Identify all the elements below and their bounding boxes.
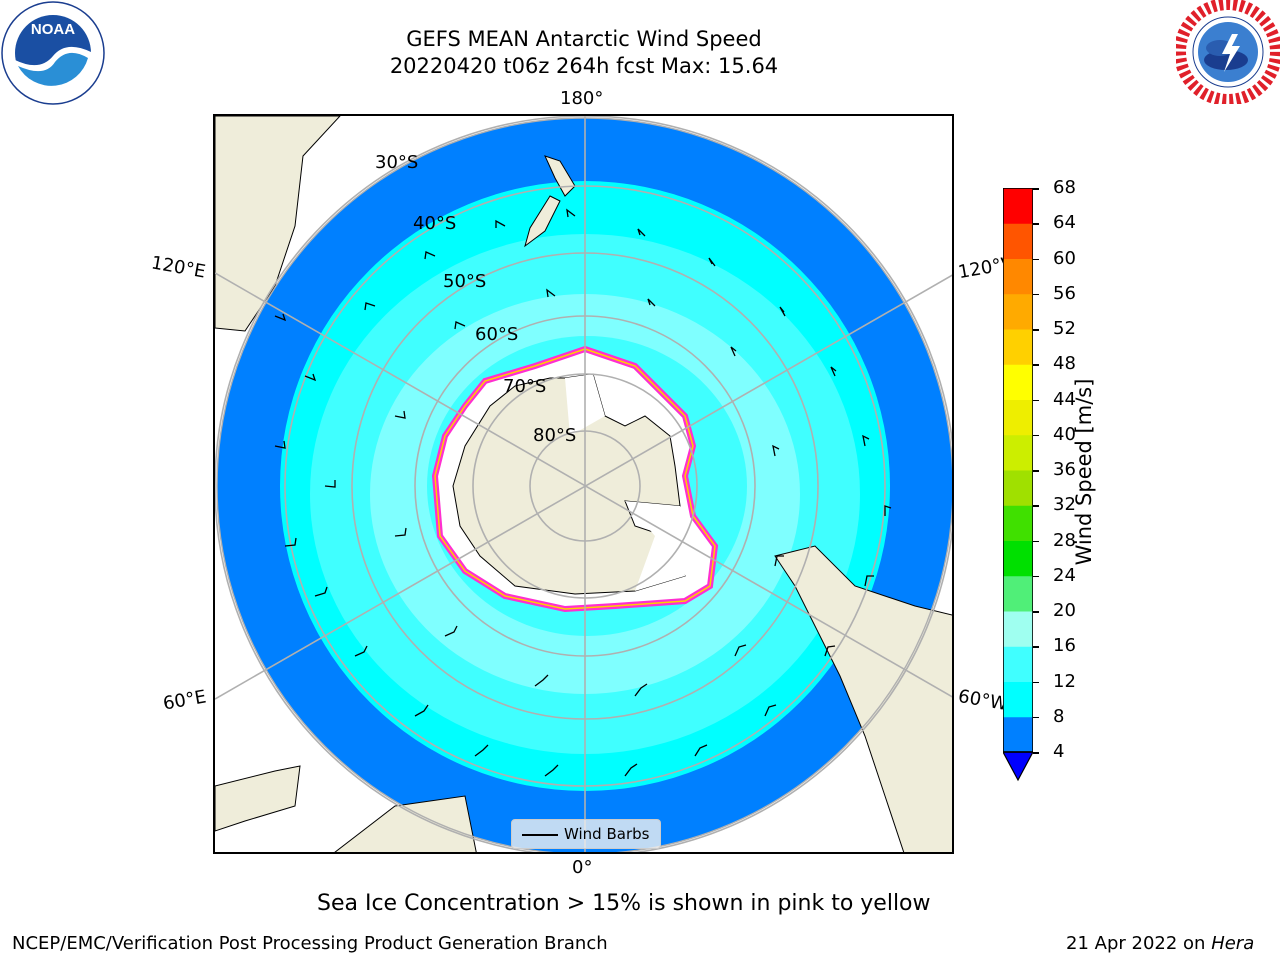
colorbar-segment: [1003, 188, 1033, 224]
colorbar-tick-label: 56: [1053, 282, 1076, 304]
colorbar-segment: [1003, 611, 1033, 647]
colorbar-label: Wind Speed [m/s]: [1072, 378, 1096, 566]
madagascar-landmass: [215, 765, 301, 832]
lat-label-30s: 30°S: [375, 152, 419, 173]
colorbar-tick-label: 64: [1053, 212, 1076, 234]
lat-label-70s: 70°S: [503, 376, 547, 397]
colorbar-tick-mark: [1033, 258, 1039, 260]
svg-text:NOAA: NOAA: [31, 21, 75, 38]
colorbar-tick-label: 36: [1053, 459, 1076, 480]
colorbar-tick-mark: [1033, 329, 1039, 331]
colorbar-tick-label: 28: [1053, 529, 1076, 551]
colorbar-tick-label: 60: [1053, 247, 1076, 269]
wind-barb-legend-line: [522, 834, 558, 836]
colorbar-tick-mark: [1033, 540, 1039, 542]
colorbar-tick-mark: [1033, 188, 1039, 190]
colorbar-tick-label: 8: [1053, 705, 1065, 727]
plot-subtitle: 20220420 t06z 264h fcst Max: 15.64: [389, 54, 779, 78]
colorbar-segment: [1003, 434, 1033, 471]
lon-label-60w: 60°W: [956, 685, 1010, 716]
colorbar-tick-label: 44: [1053, 388, 1076, 410]
colorbar-tick-mark: [1033, 611, 1039, 613]
colorbar-tick-mark: [1033, 293, 1039, 296]
colorbar-segment: [1003, 329, 1033, 365]
colorbar-segment: [1003, 681, 1033, 718]
lon-label-120e: 120°E: [149, 252, 208, 283]
lon-label-180: 180°: [560, 88, 604, 109]
map-legend: Wind Barbs: [511, 819, 661, 849]
colorbar-tick-label: 40: [1053, 423, 1076, 445]
colorbar-tick-label: 12: [1053, 670, 1076, 692]
colorbar-tick-label: 48: [1053, 353, 1076, 375]
colorbar-tick-mark: [1033, 364, 1039, 366]
colorbar-tick-label: 16: [1053, 635, 1076, 657]
colorbar-tick-mark: [1033, 434, 1039, 437]
lon-label-60e: 60°E: [161, 686, 208, 715]
colorbar: [1001, 187, 1035, 783]
colorbar-segment: [1003, 540, 1033, 577]
colorbar-tick-mark: [1033, 681, 1039, 683]
wind-barbs: [274, 208, 892, 777]
colorbar-segment: [1003, 646, 1033, 682]
legend-label: Wind Barbs: [564, 825, 650, 843]
colorbar-segment: [1003, 575, 1033, 612]
map-panel: 30°S 40°S 50°S 60°S 70°S 80°S Wind Barbs: [213, 114, 954, 854]
sea-ice-note: Sea Ice Concentration > 15% is shown in …: [317, 891, 931, 916]
lat-label-80s: 80°S: [533, 425, 577, 446]
footer-machine: Hera: [1211, 933, 1255, 954]
lat-label-40s: 40°S: [413, 213, 457, 234]
colorbar-segment: [1003, 399, 1033, 436]
colorbar-segment: [1003, 470, 1033, 506]
colorbar-tick-label: 24: [1053, 564, 1076, 586]
colorbar-tick-label: 68: [1053, 177, 1076, 198]
noaa-logo: NOAA: [0, 0, 106, 106]
colorbar-segment: [1003, 258, 1033, 295]
lon-label-0: 0°: [572, 857, 593, 878]
colorbar-tick-mark: [1033, 505, 1039, 507]
colorbar-segment: [1003, 716, 1033, 753]
plot-title: GEFS MEAN Antarctic Wind Speed: [406, 27, 762, 51]
colorbar-segment: [1003, 364, 1033, 400]
colorbar-segment: [1003, 223, 1033, 259]
nws-logo: [1174, 0, 1280, 106]
colorbar-tick-mark: [1033, 646, 1039, 648]
lat-label-60s: 60°S: [475, 324, 519, 345]
colorbar-tick-mark: [1033, 470, 1039, 472]
colorbar-tick-mark: [1033, 223, 1039, 225]
colorbar-underflow-triangle: [1001, 751, 1035, 782]
colorbar-tick-mark: [1033, 399, 1039, 401]
antarctic-map: [215, 116, 952, 852]
lat-label-50s: 50°S: [443, 271, 487, 292]
colorbar-tick-label: 32: [1053, 494, 1076, 516]
colorbar-tick-label: 20: [1053, 600, 1076, 621]
footer-date-text: 21 Apr 2022 on: [1066, 933, 1206, 954]
footer-date: 21 Apr 2022 on Hera: [1066, 933, 1254, 954]
footer-branch: NCEP/EMC/Verification Post Processing Pr…: [12, 933, 608, 954]
colorbar-tick-mark: [1033, 716, 1039, 719]
colorbar-tick-mark: [1033, 752, 1039, 754]
colorbar-tick-label: 52: [1053, 318, 1076, 339]
australia-landmass: [215, 116, 341, 332]
colorbar-tick-mark: [1033, 575, 1039, 578]
colorbar-segment: [1003, 505, 1033, 541]
colorbar-segment: [1003, 293, 1033, 330]
colorbar-tick-label: 4: [1053, 741, 1065, 762]
colorbar-svg: [1001, 187, 1035, 782]
